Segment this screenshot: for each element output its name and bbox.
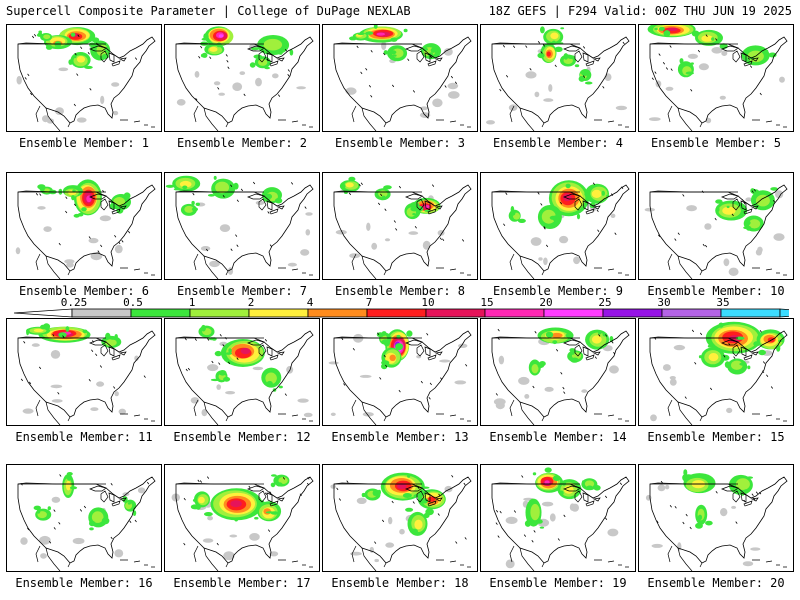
member-caption-4: Ensemble Member: 4 bbox=[492, 136, 624, 150]
colorbar-segment bbox=[71, 308, 132, 318]
colorbar-segment bbox=[130, 308, 191, 318]
colorbar-segment bbox=[425, 308, 486, 318]
member-map-3 bbox=[322, 24, 478, 132]
member-caption-14: Ensemble Member: 14 bbox=[489, 430, 627, 444]
colorbar-tick-label: 0.5 bbox=[123, 296, 143, 309]
member-caption-18: Ensemble Member: 18 bbox=[331, 576, 469, 590]
colorbar-tick-label: 1 bbox=[189, 296, 196, 309]
colorbar-tick-label: 7 bbox=[366, 296, 373, 309]
colorbar-tick-label: 4 bbox=[307, 296, 314, 309]
member-map-17 bbox=[164, 464, 320, 572]
member-map-10 bbox=[638, 172, 794, 280]
colorbar-segment bbox=[248, 308, 309, 318]
member-caption-19: Ensemble Member: 19 bbox=[489, 576, 627, 590]
colorbar-segment bbox=[661, 308, 722, 318]
member-map-19 bbox=[480, 464, 636, 572]
colorbar-cap-right bbox=[779, 308, 789, 318]
colorbar-tick-label: 10 bbox=[421, 296, 434, 309]
member-map-20 bbox=[638, 464, 794, 572]
colorbar-segment bbox=[543, 308, 604, 318]
member-map-12 bbox=[164, 318, 320, 426]
member-map-14 bbox=[480, 318, 636, 426]
member-map-13 bbox=[322, 318, 478, 426]
member-caption-20: Ensemble Member: 20 bbox=[647, 576, 785, 590]
member-map-18 bbox=[322, 464, 478, 572]
member-map-11 bbox=[6, 318, 162, 426]
member-map-6 bbox=[6, 172, 162, 280]
member-map-8 bbox=[322, 172, 478, 280]
member-map-5 bbox=[638, 24, 794, 132]
member-caption-6: Ensemble Member: 6 bbox=[18, 284, 150, 298]
member-caption-12: Ensemble Member: 12 bbox=[173, 430, 311, 444]
colorbar-segment bbox=[189, 308, 250, 318]
member-caption-15: Ensemble Member: 15 bbox=[647, 430, 785, 444]
colorbar: 0.25 0.5 1 2 4 7 10 15 20 25 30 35 bbox=[14, 296, 789, 318]
colorbar-tick-label: 20 bbox=[539, 296, 552, 309]
member-caption-7: Ensemble Member: 7 bbox=[176, 284, 308, 298]
colorbar-tick-label: 35 bbox=[716, 296, 729, 309]
member-caption-2: Ensemble Member: 2 bbox=[176, 136, 308, 150]
member-caption-8: Ensemble Member: 8 bbox=[334, 284, 466, 298]
colorbar-segment bbox=[484, 308, 545, 318]
member-caption-13: Ensemble Member: 13 bbox=[331, 430, 469, 444]
colorbar-segment bbox=[307, 308, 368, 318]
member-caption-10: Ensemble Member: 10 bbox=[647, 284, 785, 298]
member-map-2 bbox=[164, 24, 320, 132]
member-caption-9: Ensemble Member: 9 bbox=[492, 284, 624, 298]
member-caption-11: Ensemble Member: 11 bbox=[15, 430, 153, 444]
member-map-9 bbox=[480, 172, 636, 280]
colorbar-segment bbox=[720, 308, 781, 318]
member-caption-3: Ensemble Member: 3 bbox=[334, 136, 466, 150]
member-map-1 bbox=[6, 24, 162, 132]
colorbar-tick-label: 2 bbox=[248, 296, 255, 309]
member-map-7 bbox=[164, 172, 320, 280]
member-map-4 bbox=[480, 24, 636, 132]
member-caption-16: Ensemble Member: 16 bbox=[15, 576, 153, 590]
colorbar-cap-left bbox=[14, 308, 73, 318]
member-map-15 bbox=[638, 318, 794, 426]
member-caption-5: Ensemble Member: 5 bbox=[650, 136, 782, 150]
colorbar-segment bbox=[602, 308, 663, 318]
colorbar-tick-label: 15 bbox=[480, 296, 493, 309]
page-title: Supercell Composite Parameter | College … bbox=[6, 4, 411, 18]
colorbar-tick-label: 30 bbox=[657, 296, 670, 309]
member-caption-17: Ensemble Member: 17 bbox=[173, 576, 311, 590]
colorbar-tick-label: 25 bbox=[598, 296, 611, 309]
member-map-16 bbox=[6, 464, 162, 572]
colorbar-segment bbox=[366, 308, 427, 318]
member-caption-1: Ensemble Member: 1 bbox=[18, 136, 150, 150]
run-info: 18Z GEFS | F294 Valid: 00Z THU JUN 19 20… bbox=[488, 4, 792, 18]
colorbar-tick-label: 0.25 bbox=[61, 296, 88, 309]
